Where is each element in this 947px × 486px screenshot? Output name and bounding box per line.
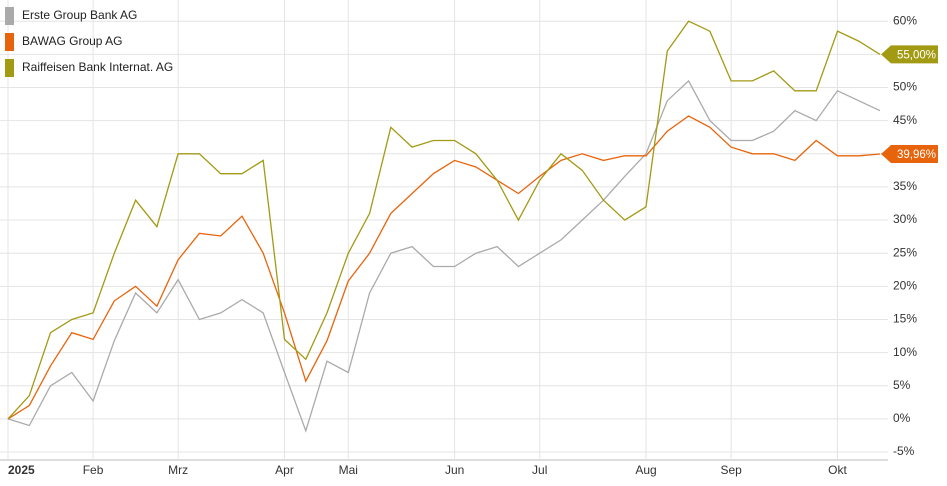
legend-swatch <box>5 7 14 25</box>
legend-label: BAWAG Group AG <box>22 34 122 48</box>
x-tick-label: Jun <box>445 463 464 477</box>
end-label-flag <box>881 145 938 164</box>
x-tick-label: Jul <box>532 463 547 477</box>
y-tick-label: 0% <box>893 411 911 425</box>
y-tick-label: 50% <box>893 80 917 94</box>
legend-swatch <box>5 33 14 51</box>
x-tick-label: Apr <box>275 463 294 477</box>
legend-label: Erste Group Bank AG <box>22 8 137 22</box>
x-tick-label: Feb <box>83 463 104 477</box>
y-tick-label: 30% <box>893 212 917 226</box>
y-tick-label: 10% <box>893 345 917 359</box>
series-line <box>7 79 881 433</box>
x-tick-label: Okt <box>828 463 847 477</box>
plot-area <box>7 20 881 433</box>
x-tick-label: 2025 <box>8 463 35 477</box>
y-tick-label: 45% <box>893 113 917 127</box>
x-tick-label: Sep <box>720 463 742 477</box>
y-tick-label: -5% <box>893 444 915 458</box>
end-label-flag <box>881 45 938 64</box>
y-tick-label: 25% <box>893 245 917 259</box>
legend-swatch <box>5 59 14 77</box>
x-tick-label: Mai <box>339 463 358 477</box>
x-tick-label: Mrz <box>168 463 188 477</box>
x-tick-label: Aug <box>635 463 656 477</box>
end-label: 39,96% <box>897 149 936 161</box>
legend-label: Raiffeisen Bank Internat. AG <box>22 60 173 74</box>
y-tick-label: 20% <box>893 279 917 293</box>
y-tick-label: 5% <box>893 378 911 392</box>
series-line <box>7 20 881 420</box>
y-tick-label: 60% <box>893 13 917 27</box>
end-label: 55,00% <box>897 49 936 61</box>
series-line <box>7 115 881 420</box>
y-tick-label: 15% <box>893 312 917 326</box>
y-tick-label: 35% <box>893 179 917 193</box>
